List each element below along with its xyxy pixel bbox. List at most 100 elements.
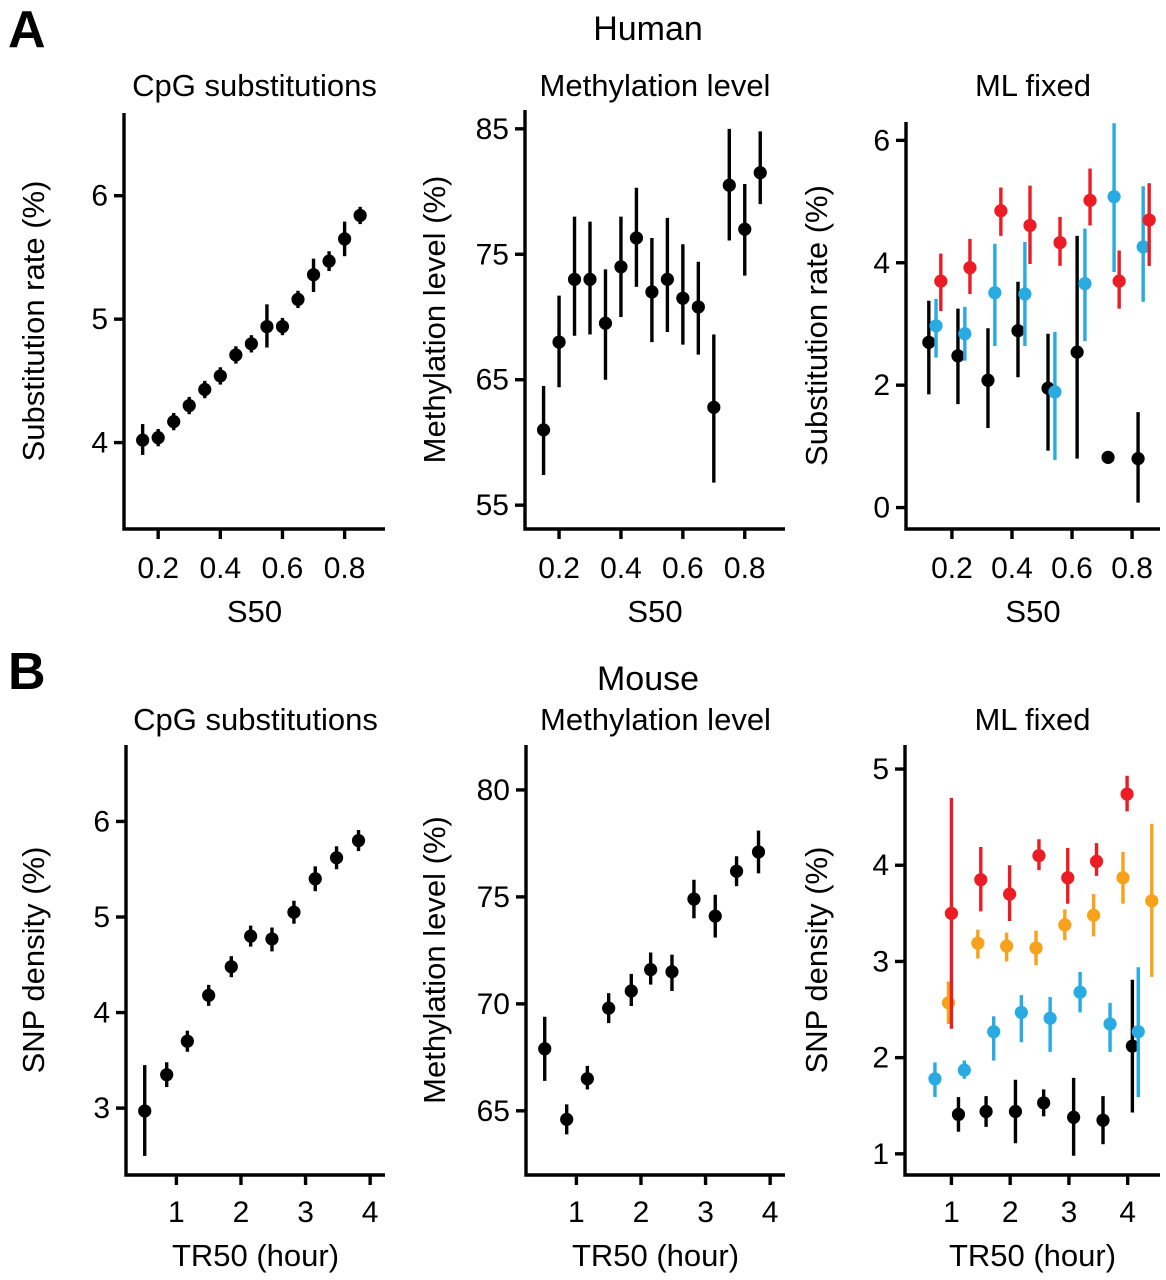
x-axis-label: TR50 (hour) <box>572 1238 739 1273</box>
scatter-point <box>275 319 290 334</box>
y-tick-label: 70 <box>477 988 510 1021</box>
y-tick-label: 5 <box>91 303 108 336</box>
x-tick-label: 0.2 <box>931 552 973 585</box>
scatter-point <box>929 319 943 333</box>
subplot-a2: 0.2 0.4 0.6 0.8 55 65 75 85 Methylation level S50… <box>417 68 785 629</box>
scatter-point <box>351 833 366 848</box>
scatter-point <box>1120 787 1134 801</box>
subplot-title: ML fixed <box>974 702 1090 737</box>
scatter-point <box>567 272 582 286</box>
x-tick-label: 0.6 <box>662 552 704 585</box>
y-tick-label: 3 <box>93 1092 110 1125</box>
y-tick-label: 6 <box>91 180 108 213</box>
y-axis-label: Substitution rate (%) <box>16 181 51 462</box>
series-ml-low <box>922 235 1145 503</box>
scatter-point <box>329 851 344 865</box>
scatter-point <box>1014 1005 1028 1020</box>
scatter-point <box>614 260 628 274</box>
axes <box>523 110 785 531</box>
x-tick-label: 0.2 <box>137 552 179 585</box>
x-tick-label: 2 <box>233 1196 250 1229</box>
axes <box>524 745 785 1177</box>
scatter-point <box>974 873 988 887</box>
scatter-point <box>244 337 258 351</box>
scatter-point <box>306 268 321 282</box>
y-tick-label: 1 <box>872 1138 889 1171</box>
scatter-point <box>944 906 959 920</box>
scatter-point <box>1142 213 1156 227</box>
scatter-point <box>994 204 1008 218</box>
scatter-point <box>1023 218 1037 233</box>
subplot-a1: 0.2 0.4 0.6 0.8 4 5 6 CpG substitutions S50 Subst… <box>16 68 385 629</box>
scatter-point <box>1096 1113 1110 1127</box>
panel-label-b: B <box>8 643 46 701</box>
y-tick-label: 75 <box>477 881 510 914</box>
scatter-point <box>291 292 305 306</box>
scatter-point <box>229 348 243 362</box>
scatter-point <box>1078 276 1092 291</box>
scatter-point <box>624 984 638 998</box>
scatter-point <box>1107 190 1121 204</box>
x-axis-label: TR50 (hour) <box>172 1238 339 1273</box>
series-ml-q3 <box>941 823 1159 1024</box>
scatter-point <box>560 1112 574 1126</box>
subplot-b1: 1 2 3 4 3 4 5 6 CpG substitutions TR50 (hour) SNP … <box>16 702 385 1273</box>
x-tick-label: 4 <box>1119 1196 1136 1229</box>
y-tick-label: 55 <box>476 489 509 522</box>
scatter-point <box>287 905 301 919</box>
scatter-point <box>708 909 722 923</box>
x-axis-label: S50 <box>1005 594 1060 629</box>
scatter-point <box>660 272 674 286</box>
scatter-point <box>136 433 150 447</box>
scatter-point <box>1125 1039 1139 1053</box>
scatter-point <box>644 963 658 977</box>
scatter-point <box>691 300 705 314</box>
y-tick-label: 5 <box>93 901 110 934</box>
subplot-title: CpG substitutions <box>132 68 377 103</box>
scatter-point <box>738 222 752 236</box>
y-tick-label: 5 <box>872 753 889 786</box>
scatter-point <box>138 1104 152 1118</box>
scatter-point <box>1103 1017 1117 1031</box>
y-axis-label: SNP density (%) <box>16 847 51 1074</box>
y-tick-label: 85 <box>476 113 509 146</box>
x-tick-label: 0.8 <box>324 552 366 585</box>
scatter-point <box>1131 1025 1145 1039</box>
y-tick-label: 65 <box>477 1095 510 1128</box>
x-tick-label: 2 <box>633 1196 650 1229</box>
x-tick-label: 0.4 <box>199 552 241 585</box>
x-tick-label: 1 <box>168 1196 185 1229</box>
scatter-point <box>951 1107 966 1121</box>
scatter-point <box>182 398 196 413</box>
scatter-point <box>198 382 212 397</box>
panel-header-human: Human <box>593 10 703 48</box>
x-tick-label: 0.2 <box>538 552 580 585</box>
subplot-title: CpG substitutions <box>133 702 378 737</box>
scatter-point <box>981 373 995 387</box>
scatter-point <box>1087 908 1101 922</box>
subplot-b3: 1 2 3 4 1 2 3 4 5 ML fixed TR50 (hour) SNP density … <box>799 702 1160 1273</box>
scatter-point <box>167 415 181 429</box>
scatter-point <box>751 845 766 859</box>
scatter-point <box>963 261 977 275</box>
scatter-point <box>308 872 322 886</box>
x-axis-label: S50 <box>227 594 282 629</box>
series-ml-q2 <box>928 967 1145 1098</box>
subplot-a3: 0.2 0.4 0.6 0.8 0 2 4 6 ML fixed S50 Substitution … <box>799 68 1160 629</box>
y-tick-label: 4 <box>91 427 108 460</box>
scatter-point <box>1067 1110 1081 1124</box>
scatter-point <box>753 166 767 180</box>
y-tick-label: 2 <box>873 369 890 402</box>
x-axis-label: TR50 (hour) <box>949 1238 1116 1273</box>
scatter-point <box>180 1034 194 1048</box>
axes <box>122 113 385 531</box>
scatter-point <box>583 272 597 286</box>
scatter-point <box>536 423 551 437</box>
scatter-point <box>687 892 701 906</box>
scatter-point <box>676 291 690 305</box>
scatter-point <box>1037 1096 1051 1110</box>
scatter-point <box>1112 274 1126 288</box>
y-axis-label: SNP density (%) <box>799 847 834 1074</box>
scatter-point <box>1145 894 1159 908</box>
